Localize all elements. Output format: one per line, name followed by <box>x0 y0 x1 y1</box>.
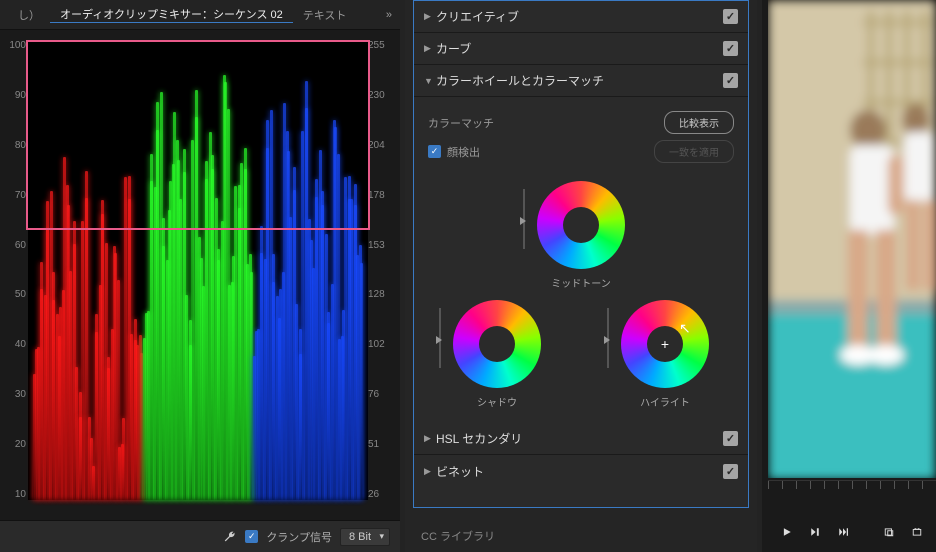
bit-depth-dropdown[interactable]: 8 Bit <box>340 528 390 546</box>
chevron-right-icon: ▶ <box>424 466 436 477</box>
section-toggle[interactable] <box>723 431 738 446</box>
clamp-signal-checkbox[interactable]: ✓ <box>245 530 258 543</box>
section-label: ビネット <box>436 463 723 480</box>
play-button[interactable] <box>782 524 792 540</box>
chevron-down-icon: ▼ <box>424 76 436 86</box>
step-forward-button[interactable] <box>810 524 820 540</box>
next-edit-button[interactable] <box>838 524 848 540</box>
color-match-label: カラーマッチ <box>428 115 664 131</box>
section-label: カラーホイールとカラーマッチ <box>436 72 723 89</box>
section-toggle[interactable] <box>723 464 738 479</box>
expand-icon[interactable]: » <box>386 9 392 21</box>
shadows-luma-slider[interactable] <box>439 308 441 368</box>
chevron-right-icon: ▶ <box>424 11 436 22</box>
color-wheels-body: カラーマッチ 比較表示 ✓ 顔検出 一致を適用 ミッドトーン <box>414 97 748 423</box>
section-color-wheels[interactable]: ▼ カラーホイールとカラーマッチ <box>414 65 748 97</box>
plus-icon: + <box>661 336 669 352</box>
midtones-luma-slider[interactable] <box>523 189 525 249</box>
wheel-label: ミッドトーン <box>551 275 611 290</box>
tab-prev[interactable]: し） <box>8 7 50 23</box>
rgb-parade-scope <box>28 40 368 500</box>
wheel-label: ハイライト <box>640 394 690 409</box>
section-vignette[interactable]: ▶ ビネット <box>414 455 748 487</box>
cc-library-tab[interactable]: CC ライブラリ <box>421 528 495 544</box>
tab-text[interactable]: テキスト <box>293 7 357 23</box>
export-frame-icon[interactable] <box>912 524 922 540</box>
compare-view-button[interactable]: 比較表示 <box>664 111 734 134</box>
section-toggle[interactable] <box>723 73 738 88</box>
midtones-wheel[interactable] <box>537 181 625 269</box>
scope-axis-right: 255230204178153128102765126 <box>368 40 396 500</box>
highlights-luma-slider[interactable] <box>607 308 609 368</box>
chevron-right-icon: ▶ <box>424 433 436 444</box>
section-label: クリエイティブ <box>436 8 723 25</box>
transport-controls <box>768 518 936 546</box>
wheel-label: シャドウ <box>477 394 517 409</box>
scope-area: 100908070605040302010 255230204178153128… <box>0 30 400 510</box>
section-creative[interactable]: ▶ クリエイティブ <box>414 1 748 33</box>
section-label: HSL セカンダリ <box>436 430 723 447</box>
chevron-right-icon: ▶ <box>424 43 436 54</box>
apply-match-button: 一致を適用 <box>654 140 734 163</box>
tab-audio-mixer[interactable]: オーディオクリップミキサー：シーケンス 02 <box>50 6 293 23</box>
scope-panel: し） オーディオクリップミキサー：シーケンス 02 テキスト » 1009080… <box>0 0 400 552</box>
preview-panel <box>762 0 936 552</box>
face-detect-label: 顔検出 <box>447 144 480 160</box>
wrench-icon[interactable] <box>223 530 237 544</box>
section-toggle[interactable] <box>723 9 738 24</box>
highlights-wheel[interactable]: +↖ <box>621 300 709 388</box>
lumetri-box: ▶ クリエイティブ ▶ カーブ ▼ カラーホイールとカラーマッチ カラーマッチ … <box>413 0 749 508</box>
tab-bar: し） オーディオクリップミキサー：シーケンス 02 テキスト » <box>0 0 400 30</box>
section-curves[interactable]: ▶ カーブ <box>414 33 748 65</box>
clamp-signal-label: クランプ信号 <box>266 529 332 545</box>
face-detect-checkbox[interactable]: ✓ <box>428 145 441 158</box>
scope-bottom-bar: ✓ クランプ信号 8 Bit <box>0 520 400 552</box>
timeline-ruler[interactable] <box>768 480 936 500</box>
cursor-icon: ↖ <box>679 320 691 337</box>
section-toggle[interactable] <box>723 41 738 56</box>
program-monitor[interactable] <box>768 0 936 478</box>
mark-in-icon[interactable] <box>884 524 894 540</box>
lumetri-panel: ▶ クリエイティブ ▶ カーブ ▼ カラーホイールとカラーマッチ カラーマッチ … <box>405 0 757 552</box>
section-hsl[interactable]: ▶ HSL セカンダリ <box>414 423 748 455</box>
scope-axis-left: 100908070605040302010 <box>2 40 26 500</box>
section-label: カーブ <box>436 40 723 57</box>
shadows-wheel[interactable] <box>453 300 541 388</box>
